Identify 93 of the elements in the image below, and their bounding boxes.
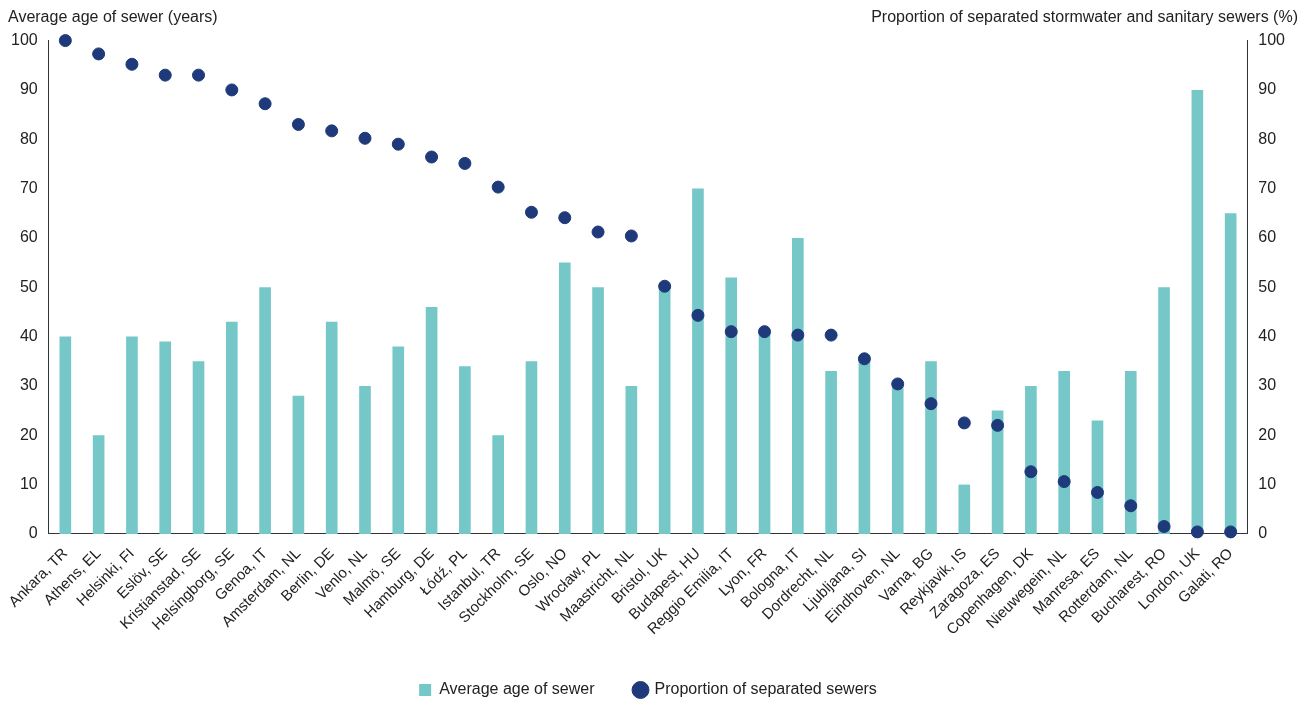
y-tick-label: 40 bbox=[19, 326, 38, 344]
bar bbox=[192, 361, 205, 534]
bar bbox=[1058, 371, 1071, 534]
point bbox=[624, 229, 638, 243]
legend-label: Proportion of separated sewers bbox=[654, 680, 877, 698]
point bbox=[924, 397, 938, 411]
bar bbox=[325, 321, 338, 534]
point bbox=[158, 68, 172, 82]
bar bbox=[259, 287, 271, 534]
bar bbox=[558, 262, 571, 534]
y-tick-label: 70 bbox=[19, 178, 38, 196]
y-tick-label: 50 bbox=[19, 277, 38, 295]
y2-tick-label: 20 bbox=[1258, 425, 1277, 443]
point bbox=[358, 131, 372, 145]
point bbox=[391, 137, 405, 151]
bar bbox=[792, 237, 804, 534]
y-tick-label: 10 bbox=[19, 474, 38, 492]
point bbox=[691, 308, 705, 322]
bar bbox=[92, 435, 105, 534]
point bbox=[325, 124, 339, 138]
bar bbox=[625, 385, 638, 534]
y-tick-label: 60 bbox=[19, 228, 38, 246]
y2-tick-label: 90 bbox=[1258, 80, 1277, 98]
y-tick-label: 80 bbox=[19, 129, 38, 147]
point bbox=[1090, 485, 1104, 499]
point bbox=[192, 68, 206, 82]
y-tick-label: 30 bbox=[19, 376, 38, 394]
y2-tick-label: 50 bbox=[1258, 277, 1277, 295]
y-tick-label: 0 bbox=[28, 524, 38, 542]
point bbox=[258, 97, 272, 111]
y-tick-label: 20 bbox=[19, 425, 38, 443]
bar bbox=[392, 346, 405, 534]
legend-label: Average age of sewer bbox=[439, 680, 596, 698]
point bbox=[857, 352, 871, 366]
point bbox=[558, 211, 572, 225]
bar bbox=[825, 371, 837, 534]
bar bbox=[425, 306, 438, 534]
bar bbox=[1158, 287, 1170, 534]
point bbox=[824, 328, 838, 342]
bar bbox=[891, 385, 904, 534]
point bbox=[425, 150, 439, 164]
point bbox=[58, 34, 72, 48]
bar bbox=[658, 287, 671, 534]
bar bbox=[958, 484, 971, 534]
point bbox=[1190, 525, 1204, 539]
y2-tick-label: 10 bbox=[1258, 474, 1277, 492]
point bbox=[758, 325, 772, 339]
point bbox=[1057, 475, 1071, 489]
point bbox=[92, 47, 106, 61]
bar bbox=[225, 321, 238, 534]
point bbox=[1224, 525, 1238, 539]
y2-tick-label: 70 bbox=[1258, 178, 1277, 196]
bar bbox=[725, 277, 738, 534]
point bbox=[957, 416, 971, 430]
bar bbox=[1025, 385, 1037, 534]
bar bbox=[592, 287, 604, 534]
y2-tick-label: 80 bbox=[1258, 129, 1277, 147]
point bbox=[491, 180, 505, 194]
point bbox=[225, 83, 239, 97]
bar bbox=[525, 361, 538, 534]
bar bbox=[359, 385, 371, 534]
bar bbox=[858, 361, 871, 534]
y2-tick-label: 0 bbox=[1258, 524, 1268, 542]
y2-axis-title: Proportion of separated stormwater and sanitary sewers (%) bbox=[871, 8, 1298, 26]
bar bbox=[159, 341, 172, 534]
point bbox=[891, 377, 905, 391]
bar bbox=[292, 395, 305, 534]
y-tick-label: 100 bbox=[10, 31, 38, 49]
bar bbox=[126, 336, 138, 534]
point bbox=[458, 156, 472, 170]
point bbox=[291, 117, 305, 131]
point bbox=[991, 418, 1005, 432]
bar bbox=[925, 361, 937, 534]
point bbox=[125, 57, 139, 71]
bar bbox=[1124, 371, 1137, 534]
bar bbox=[492, 435, 504, 534]
y-axis-title: Average age of sewer (years) bbox=[8, 8, 218, 26]
bar bbox=[459, 366, 471, 534]
y2-tick-label: 40 bbox=[1258, 326, 1277, 344]
point bbox=[724, 325, 738, 339]
point bbox=[524, 205, 538, 219]
y-tick-label: 90 bbox=[19, 80, 38, 98]
point bbox=[591, 225, 605, 239]
point bbox=[1024, 465, 1038, 479]
y2-tick-label: 30 bbox=[1258, 376, 1277, 394]
point bbox=[791, 328, 805, 342]
y2-tick-label: 60 bbox=[1258, 228, 1277, 246]
point bbox=[1157, 520, 1171, 533]
point bbox=[1124, 499, 1138, 513]
point bbox=[658, 279, 672, 293]
bar bbox=[59, 336, 72, 534]
bar bbox=[692, 188, 704, 534]
y2-tick-label: 100 bbox=[1258, 31, 1286, 49]
